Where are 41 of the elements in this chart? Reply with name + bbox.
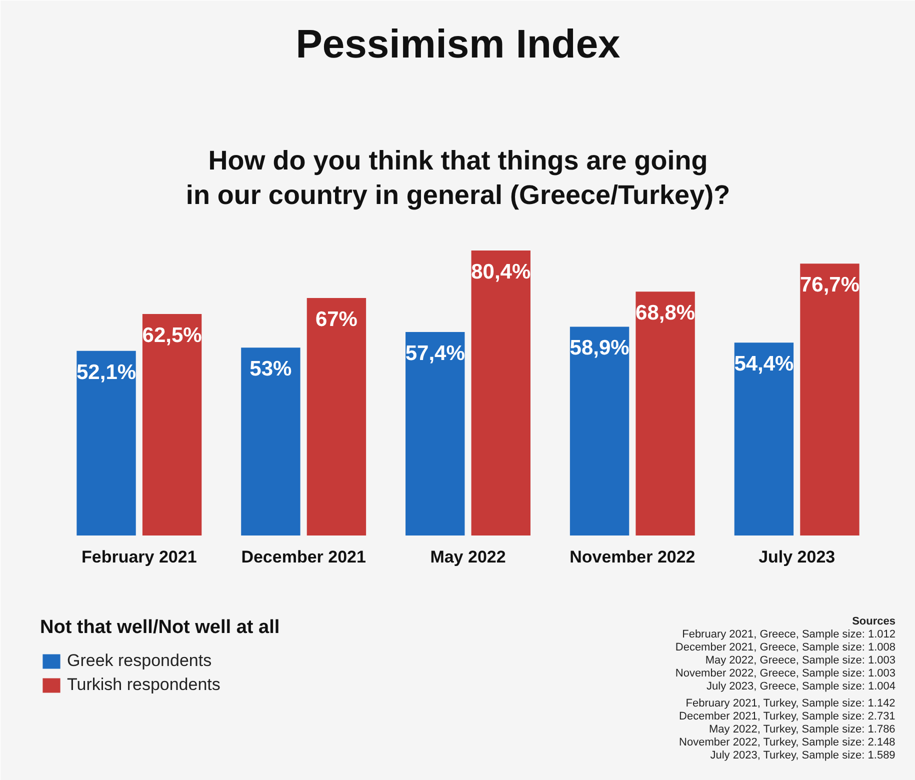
bar [142, 314, 202, 536]
bar [734, 342, 794, 536]
data-label: 57,4% [405, 342, 466, 366]
text: February 2021, Turkey, Sample size: 1.142 [686, 698, 896, 710]
legend-title: Not that well/Not well at all [40, 617, 280, 639]
data-label: 80,4% [471, 260, 531, 284]
bar [406, 332, 465, 536]
x-tick-label: July 2023 [758, 548, 836, 566]
text: July 2023, Turkey, Sample size: 1.589 [710, 750, 896, 762]
text: November 2022, Greece, Sample size: 1.003 [675, 668, 896, 680]
legend-label: Turkish respondents [67, 675, 220, 695]
text: Sources [852, 616, 896, 628]
x-tick-label: May 2022 [430, 548, 506, 566]
data-label: 54,4% [734, 352, 794, 376]
data-label: 53% [250, 358, 292, 381]
bar [570, 326, 630, 536]
chart-subtitle: How do you think that things are going in our country in general (Greece/Turkey)? [186, 146, 730, 210]
bar [800, 264, 860, 536]
bar [636, 292, 695, 536]
text: May 2022, Turkey, Sample size: 1.786 [709, 724, 896, 736]
legend-label: Greek respondents [67, 651, 212, 671]
text: July 2023, Greece, Sample size: 1.004 [706, 680, 896, 692]
text: May 2022, Greece, Sample size: 1.003 [705, 654, 896, 666]
x-tick-label: November 2022 [570, 548, 696, 566]
data-label: 52,1% [76, 360, 136, 384]
text: December 2021, Turkey, Sample size: 2.731 [679, 710, 896, 722]
data-label: 67% [315, 308, 358, 331]
data-label: 68,8% [636, 302, 696, 325]
text: February 2021, Greece, Sample size: 1.012 [682, 628, 896, 640]
bar [471, 250, 530, 536]
x-tick-label: December 2021 [241, 548, 366, 566]
text: December 2021, Greece, Sample size: 1.008 [675, 642, 896, 654]
chart-title: Pessimism Index [296, 22, 620, 66]
data-label: 76,7% [800, 274, 860, 297]
data-label: 62,5% [142, 324, 202, 347]
x-tick-label: February 2021 [82, 548, 197, 566]
text: November 2022, Turkey, Sample size: 2.148 [679, 736, 896, 748]
data-label: 58,9% [570, 336, 630, 360]
bar [76, 350, 136, 536]
bar [241, 348, 300, 536]
bar [306, 298, 366, 536]
